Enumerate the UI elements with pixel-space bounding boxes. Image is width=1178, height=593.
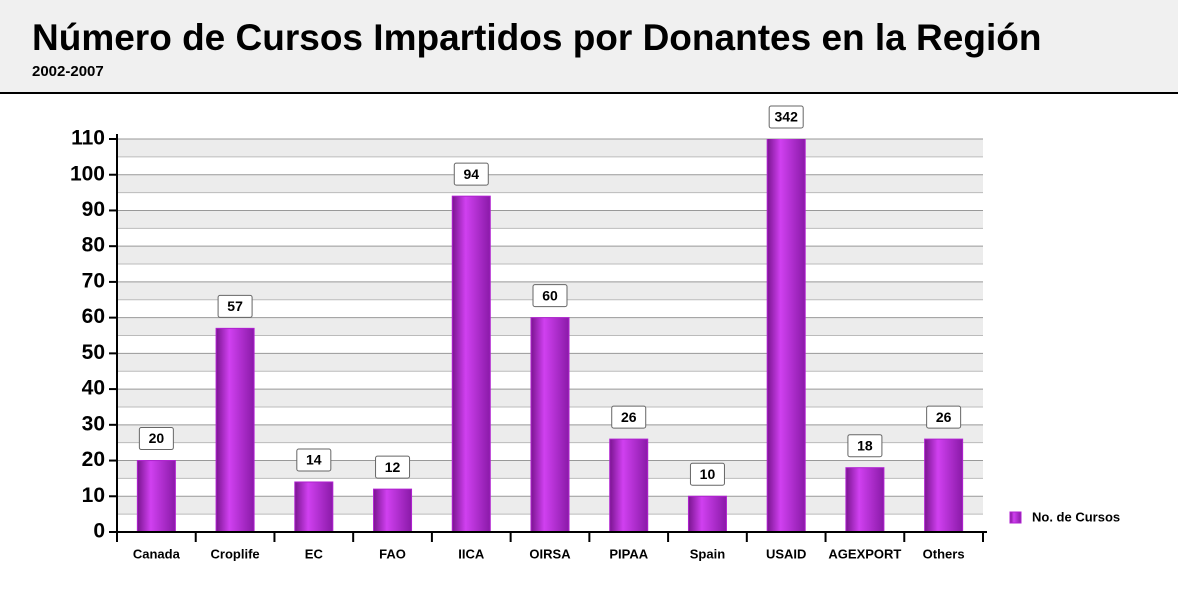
value-label-box — [138, 427, 174, 451]
x-tick-label: Canada — [133, 546, 181, 561]
x-tick-label: USAID — [766, 546, 806, 561]
value-label-box — [296, 448, 332, 472]
x-tick-label: FAO — [379, 546, 406, 561]
grid-band — [117, 174, 983, 193]
bar — [609, 438, 649, 533]
value-label: 12 — [385, 459, 401, 475]
value-label-box — [375, 455, 411, 479]
value-label: 60 — [542, 287, 558, 303]
bar — [687, 495, 727, 533]
value-label: 342 — [775, 109, 799, 125]
bar — [215, 327, 255, 533]
value-label-box — [532, 284, 568, 308]
x-tick-label: OIRSA — [529, 546, 571, 561]
bar — [451, 195, 491, 533]
header-bg — [0, 0, 1178, 93]
y-tick-label: 90 — [82, 198, 105, 221]
y-tick-label: 40 — [82, 377, 105, 400]
value-label-box — [768, 105, 804, 129]
x-tick-label: Spain — [690, 546, 725, 561]
y-tick-label: 50 — [82, 341, 105, 364]
x-tick-label: AGEXPORT — [828, 546, 901, 561]
value-label: 57 — [227, 298, 243, 314]
value-label: 26 — [621, 409, 637, 425]
y-tick-label: 70 — [82, 269, 105, 292]
bar — [924, 438, 964, 533]
value-label: 18 — [857, 437, 873, 453]
y-tick-label: 0 — [93, 520, 105, 543]
value-label: 14 — [306, 452, 322, 468]
bar — [766, 139, 806, 533]
value-label: 20 — [149, 430, 165, 446]
bar — [136, 460, 176, 533]
y-tick-label: 110 — [71, 127, 105, 150]
bar — [845, 467, 885, 533]
grid-band — [117, 210, 983, 229]
value-label-box — [453, 162, 489, 186]
y-tick-label: 10 — [82, 484, 105, 507]
y-tick-label: 20 — [82, 448, 105, 471]
grid-band — [117, 246, 983, 265]
bar — [294, 481, 334, 533]
chart-subtitle: 2002-2007 — [32, 63, 104, 80]
value-label-box — [926, 405, 962, 429]
value-label-box — [847, 434, 883, 458]
bar — [373, 488, 413, 533]
y-tick-label: 60 — [82, 305, 105, 328]
y-tick-label: 30 — [82, 412, 105, 435]
x-tick-label: Others — [923, 546, 965, 561]
value-label: 94 — [463, 166, 479, 182]
y-tick-label: 100 — [70, 162, 105, 185]
legend-swatch — [1009, 511, 1022, 524]
value-label: 26 — [936, 409, 952, 425]
value-label-box — [689, 462, 725, 486]
x-tick-label: Croplife — [211, 546, 260, 561]
grid-band — [117, 139, 983, 157]
y-tick-label: 80 — [82, 234, 105, 257]
value-label-box — [217, 294, 253, 318]
bar — [530, 317, 570, 533]
chart-title: Número de Cursos Impartidos por Donantes… — [32, 17, 1041, 58]
bars — [136, 139, 964, 533]
legend-label: No. de Cursos — [1032, 509, 1120, 524]
x-tick-label: IICA — [458, 546, 485, 561]
value-label: 10 — [700, 466, 716, 482]
x-tick-label: EC — [305, 546, 324, 561]
x-tick-label: PIPAA — [609, 546, 648, 561]
value-label-box — [611, 405, 647, 429]
